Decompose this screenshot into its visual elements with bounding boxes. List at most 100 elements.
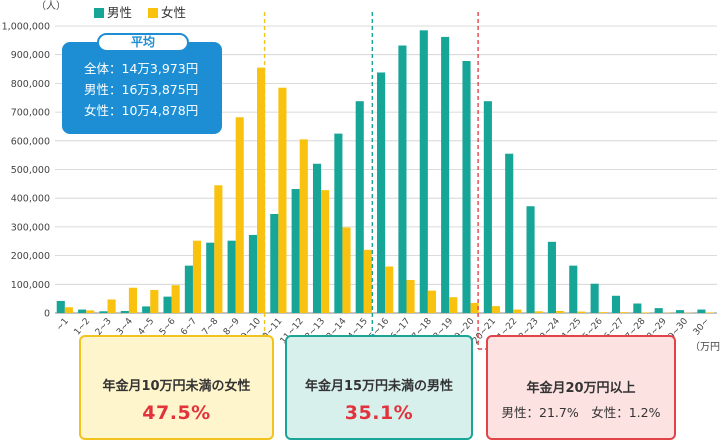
- bar-male: [590, 283, 599, 313]
- bar-male: [248, 234, 258, 313]
- y-tick-label: 600,000: [11, 136, 50, 147]
- bar-male: [654, 308, 663, 313]
- y-tick-label: 800,000: [11, 79, 50, 90]
- bar-female: [214, 185, 223, 313]
- callout-value: 47.5%: [142, 402, 211, 424]
- bar-female: [577, 311, 586, 313]
- bar-male: [355, 101, 364, 313]
- bar-male: [633, 303, 642, 313]
- y-tick-label: 200,000: [11, 251, 50, 262]
- bar-male: [611, 295, 621, 313]
- y-tick-label: 1,000,000: [2, 22, 50, 33]
- bar-female: [491, 306, 501, 313]
- y-tick-label: 100,000: [11, 280, 50, 291]
- bar-female: [235, 117, 244, 314]
- bar-female: [342, 227, 351, 313]
- bar-male: [184, 265, 193, 313]
- bar-male: [142, 306, 151, 313]
- bar-female: [321, 190, 330, 313]
- callout-title: 年金月10万円未満の女性: [102, 379, 251, 394]
- bar-female: [470, 302, 479, 313]
- bars: [56, 30, 714, 314]
- y-tick-label: 0: [44, 309, 50, 320]
- bar-male: [462, 61, 471, 314]
- bar-male: [78, 309, 87, 313]
- callout-over-20: 年金月20万円以上 男性：21.7% 女性：1.2%: [486, 335, 676, 440]
- bar-male: [120, 310, 129, 313]
- average-female: 女性：10万4,878円: [84, 103, 199, 118]
- bar-female: [598, 312, 607, 313]
- x-unit-label: （万円）: [690, 341, 720, 353]
- bar-male: [505, 153, 514, 313]
- bar-male: [270, 213, 279, 313]
- bar-male: [526, 206, 535, 313]
- average-male: 男性：16万3,875円: [84, 82, 199, 97]
- bar-female: [363, 249, 372, 313]
- legend-item-female: 女性: [148, 5, 186, 20]
- bar-male: [547, 241, 556, 313]
- y-unit-label: （人）: [36, 0, 66, 12]
- bar-female: [64, 307, 73, 313]
- y-tick-label: 400,000: [11, 194, 50, 205]
- bar-female: [107, 299, 116, 313]
- callout-male-under-15: 年金月15万円未満の男性 35.1%: [285, 335, 473, 440]
- x-tick-label: 30~: [692, 317, 712, 338]
- legend-label-male: 男性: [107, 5, 133, 20]
- x-tick-label: ~1: [55, 317, 71, 334]
- bar-male: [99, 311, 108, 313]
- bar-female: [299, 139, 308, 313]
- bar-male: [676, 310, 685, 313]
- bar-female: [150, 290, 159, 313]
- callout-title: 年金月15万円未満の男性: [304, 379, 454, 394]
- y-axis: 0 100,000 200,000 300,000 400,000 500,000 600,…: [2, 22, 50, 320]
- average-total: 全体：14万3,973円: [84, 61, 199, 76]
- bar-male: [227, 240, 236, 313]
- threshold-markers: [220, 12, 527, 354]
- y-tick-label: 500,000: [11, 165, 50, 176]
- bar-female: [641, 312, 650, 313]
- bar-male: [377, 72, 386, 314]
- legend: 男性 女性: [94, 2, 198, 21]
- bar-male: [398, 45, 407, 314]
- bar-female: [171, 285, 180, 313]
- bar-female: [406, 280, 415, 313]
- callout-value: 35.1%: [344, 402, 414, 424]
- bar-female: [86, 310, 95, 313]
- bar-male: [56, 300, 65, 313]
- bar-female: [128, 287, 137, 313]
- bar-female: [427, 290, 436, 313]
- bar-male: [697, 309, 706, 313]
- bar-male: [483, 101, 492, 313]
- legend-swatch-male: [94, 8, 104, 18]
- bar-female: [555, 310, 565, 313]
- bar-male: [206, 242, 215, 313]
- y-tick-label: 300,000: [11, 222, 50, 233]
- callout-sub: 男性：21.7% 女性：1.2%: [501, 405, 661, 420]
- bar-male: [163, 296, 172, 313]
- bar-female: [385, 266, 394, 313]
- bar-male: [291, 189, 300, 313]
- y-tick-label: 700,000: [11, 108, 50, 119]
- callout-female-under-10: 年金月10万円未満の女性 47.5%: [79, 335, 274, 440]
- bar-male: [441, 36, 450, 313]
- callout-title: 年金月20万円以上: [526, 381, 636, 396]
- bar-female: [278, 87, 287, 313]
- bar-male: [312, 163, 322, 313]
- legend-swatch-female: [148, 8, 158, 18]
- bar-female: [620, 312, 629, 313]
- average-box: 全体：14万3,973円 男性：16万3,875円 女性：10万4,878円: [62, 42, 222, 134]
- average-title: 平均: [97, 33, 189, 52]
- bar-female: [192, 240, 202, 313]
- bar-female: [534, 311, 543, 313]
- bar-female: [449, 297, 458, 313]
- bar-male: [569, 265, 578, 313]
- bar-female: [705, 312, 714, 313]
- legend-item-male: 男性: [94, 5, 132, 20]
- bar-male: [419, 30, 428, 314]
- bar-female: [513, 309, 522, 313]
- bar-male: [334, 133, 343, 314]
- legend-label-female: 女性: [161, 5, 187, 20]
- y-tick-label: 900,000: [11, 50, 50, 61]
- bar-female: [257, 67, 266, 314]
